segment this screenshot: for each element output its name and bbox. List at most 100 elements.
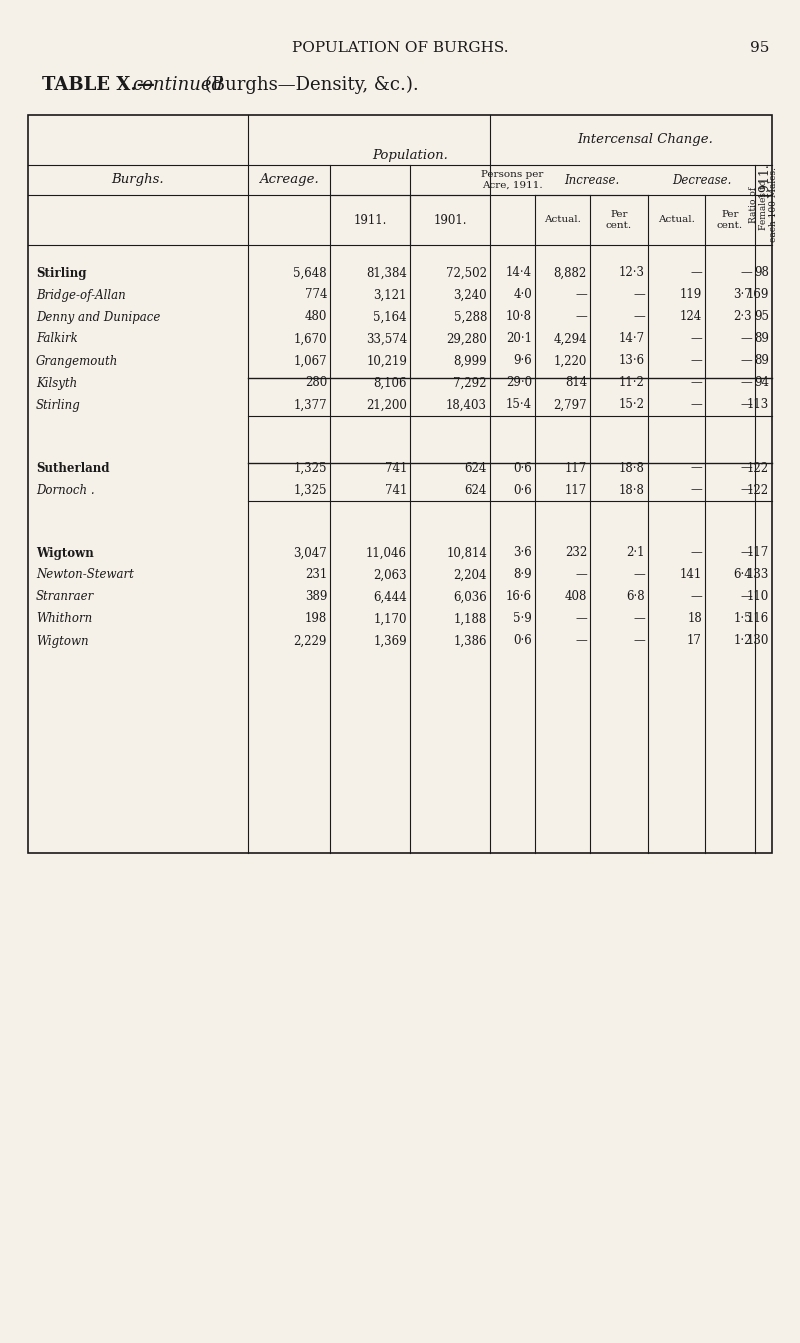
Text: 8,999: 8,999 bbox=[454, 355, 487, 368]
Text: Increase.: Increase. bbox=[564, 173, 619, 187]
Text: continued: continued bbox=[132, 77, 223, 94]
Text: 0·6: 0·6 bbox=[514, 483, 532, 497]
Text: 18·8: 18·8 bbox=[619, 462, 645, 474]
Text: 1911.: 1911. bbox=[757, 163, 770, 197]
Text: —: — bbox=[575, 612, 587, 626]
Text: 624: 624 bbox=[465, 462, 487, 474]
Text: 389: 389 bbox=[305, 591, 327, 603]
Text: 5,288: 5,288 bbox=[454, 310, 487, 324]
Text: 21,200: 21,200 bbox=[366, 399, 407, 411]
Text: —: — bbox=[690, 399, 702, 411]
Text: 7,292: 7,292 bbox=[454, 376, 487, 389]
Text: 130: 130 bbox=[746, 634, 769, 647]
Text: 14·7: 14·7 bbox=[619, 333, 645, 345]
Text: Whithorn: Whithorn bbox=[36, 612, 92, 626]
Text: 2·1: 2·1 bbox=[626, 547, 645, 560]
Text: Intercensal Change.: Intercensal Change. bbox=[577, 133, 713, 146]
Text: 1,170: 1,170 bbox=[374, 612, 407, 626]
Text: —: — bbox=[690, 483, 702, 497]
Text: 29,280: 29,280 bbox=[446, 333, 487, 345]
Text: 1,188: 1,188 bbox=[454, 612, 487, 626]
Text: 11,046: 11,046 bbox=[366, 547, 407, 560]
Text: Wigtown: Wigtown bbox=[36, 547, 94, 560]
Text: 89: 89 bbox=[754, 355, 769, 368]
Text: —: — bbox=[740, 376, 752, 389]
Text: —: — bbox=[740, 547, 752, 560]
Text: 198: 198 bbox=[305, 612, 327, 626]
Text: Grangemouth: Grangemouth bbox=[36, 355, 118, 368]
Text: 741: 741 bbox=[385, 462, 407, 474]
Text: 15·2: 15·2 bbox=[619, 399, 645, 411]
Text: 4·0: 4·0 bbox=[514, 289, 532, 301]
Text: 20·1: 20·1 bbox=[506, 333, 532, 345]
Text: 10,219: 10,219 bbox=[366, 355, 407, 368]
Text: 11·2: 11·2 bbox=[619, 376, 645, 389]
Text: Newton-Stewart: Newton-Stewart bbox=[36, 568, 134, 582]
Text: 5,164: 5,164 bbox=[374, 310, 407, 324]
Text: Persons per
Acre, 1911.: Persons per Acre, 1911. bbox=[482, 171, 544, 189]
Text: 1,670: 1,670 bbox=[294, 333, 327, 345]
Text: —: — bbox=[690, 591, 702, 603]
Text: 95: 95 bbox=[750, 42, 770, 55]
Text: 119: 119 bbox=[680, 289, 702, 301]
Text: Bridge-of-Allan: Bridge-of-Allan bbox=[36, 289, 126, 301]
Text: 280: 280 bbox=[305, 376, 327, 389]
Text: —: — bbox=[634, 612, 645, 626]
Text: 232: 232 bbox=[565, 547, 587, 560]
Text: —: — bbox=[690, 266, 702, 279]
Text: 98: 98 bbox=[754, 266, 769, 279]
Text: 33,574: 33,574 bbox=[366, 333, 407, 345]
Text: 8,882: 8,882 bbox=[554, 266, 587, 279]
Text: 2,204: 2,204 bbox=[454, 568, 487, 582]
Text: Per
cent.: Per cent. bbox=[717, 211, 743, 230]
Text: 1,067: 1,067 bbox=[294, 355, 327, 368]
Text: 18,403: 18,403 bbox=[446, 399, 487, 411]
Text: —: — bbox=[634, 310, 645, 324]
Text: —: — bbox=[634, 634, 645, 647]
Text: 1,369: 1,369 bbox=[374, 634, 407, 647]
Text: Stirling: Stirling bbox=[36, 266, 86, 279]
Text: 110: 110 bbox=[746, 591, 769, 603]
Text: 15·4: 15·4 bbox=[506, 399, 532, 411]
Text: 72,502: 72,502 bbox=[446, 266, 487, 279]
Text: 6·8: 6·8 bbox=[626, 591, 645, 603]
Text: Sutherland: Sutherland bbox=[36, 462, 110, 474]
Text: 94: 94 bbox=[754, 376, 769, 389]
Text: 2,229: 2,229 bbox=[294, 634, 327, 647]
Text: 117: 117 bbox=[565, 483, 587, 497]
Text: —: — bbox=[690, 462, 702, 474]
Text: 6,036: 6,036 bbox=[454, 591, 487, 603]
Text: 0·6: 0·6 bbox=[514, 462, 532, 474]
Text: 89: 89 bbox=[754, 333, 769, 345]
Text: 1,220: 1,220 bbox=[554, 355, 587, 368]
Text: 122: 122 bbox=[747, 483, 769, 497]
Text: 480: 480 bbox=[305, 310, 327, 324]
Text: Kilsyth: Kilsyth bbox=[36, 376, 78, 389]
Text: 1901.: 1901. bbox=[434, 214, 466, 227]
Text: —: — bbox=[740, 399, 752, 411]
Text: 5,648: 5,648 bbox=[294, 266, 327, 279]
Text: Falkirk: Falkirk bbox=[36, 333, 78, 345]
Text: 1,325: 1,325 bbox=[294, 462, 327, 474]
Text: —: — bbox=[634, 568, 645, 582]
Text: —: — bbox=[575, 634, 587, 647]
Text: Dornoch .: Dornoch . bbox=[36, 483, 94, 497]
Text: 29·0: 29·0 bbox=[506, 376, 532, 389]
Text: —: — bbox=[740, 355, 752, 368]
Text: 113: 113 bbox=[746, 399, 769, 411]
Text: 16·6: 16·6 bbox=[506, 591, 532, 603]
Text: 774: 774 bbox=[305, 289, 327, 301]
Text: 2,063: 2,063 bbox=[374, 568, 407, 582]
Text: 408: 408 bbox=[565, 591, 587, 603]
Text: 14·4: 14·4 bbox=[506, 266, 532, 279]
Text: 10·8: 10·8 bbox=[506, 310, 532, 324]
Text: 2·3: 2·3 bbox=[734, 310, 752, 324]
Text: 13·6: 13·6 bbox=[619, 355, 645, 368]
Text: Denny and Dunipace: Denny and Dunipace bbox=[36, 310, 160, 324]
Text: 117: 117 bbox=[565, 462, 587, 474]
Text: 2,797: 2,797 bbox=[554, 399, 587, 411]
Text: —: — bbox=[575, 568, 587, 582]
Text: —: — bbox=[690, 355, 702, 368]
Text: 10,814: 10,814 bbox=[446, 547, 487, 560]
Text: 141: 141 bbox=[680, 568, 702, 582]
